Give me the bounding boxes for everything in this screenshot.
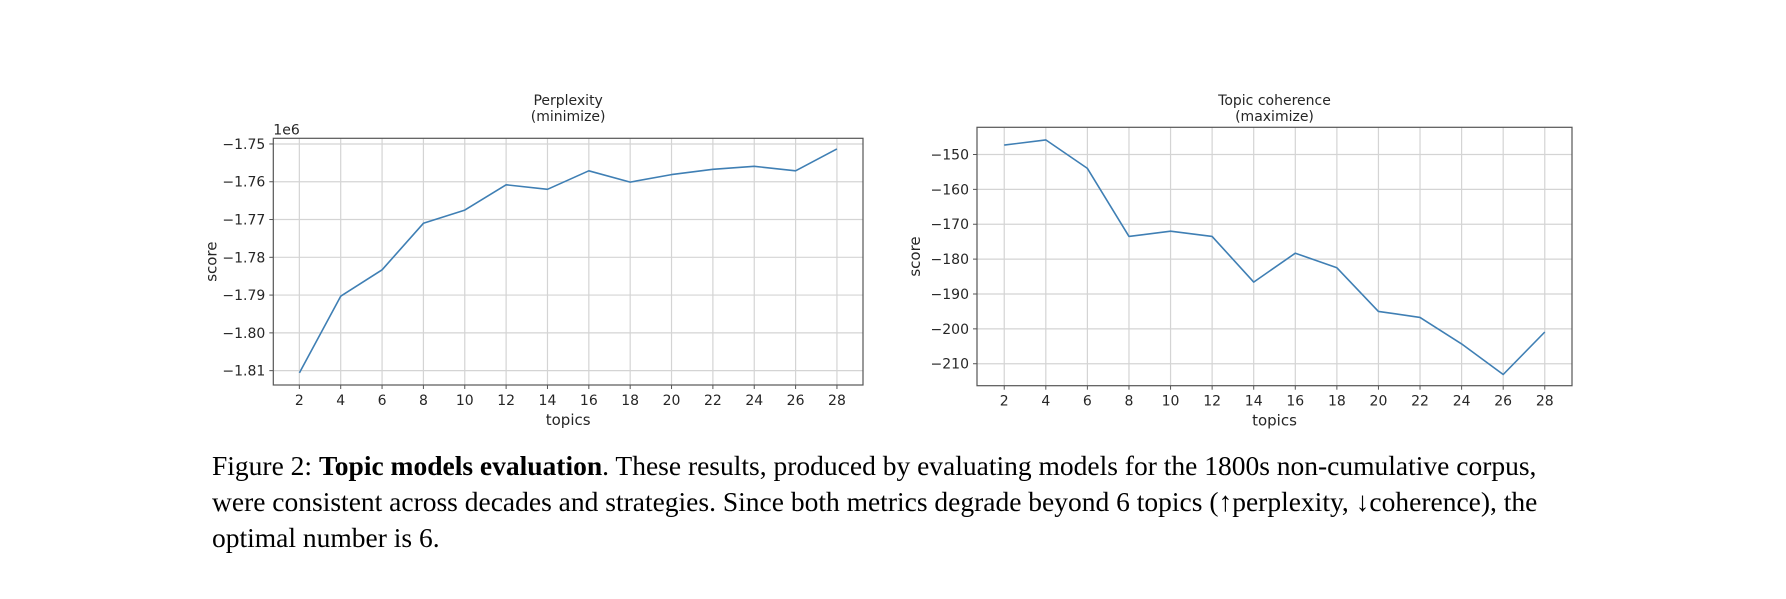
x-tick-label: 10 bbox=[456, 393, 474, 409]
chart-title-line: (maximize) bbox=[1235, 109, 1314, 125]
y-tick-label: −200 bbox=[931, 322, 969, 338]
x-tick-label: 18 bbox=[621, 393, 639, 409]
y-tick-label: −210 bbox=[931, 357, 969, 373]
x-tick-label: 6 bbox=[1083, 394, 1092, 410]
x-tick-label: 20 bbox=[1370, 394, 1388, 410]
y-tick-label: −150 bbox=[931, 148, 969, 164]
y-tick-label: −1.76 bbox=[222, 175, 265, 191]
y-tick-label: −1.79 bbox=[222, 288, 265, 304]
axes-frame bbox=[272, 137, 864, 386]
y-tick-label: −1.81 bbox=[222, 364, 265, 380]
coherence-chart: 2 4 6 8 10 12 14 16 18 20 22 24 26 28−210−200−190−180… bbox=[906, 93, 1573, 430]
x-tick-label: 28 bbox=[828, 393, 846, 409]
y-tick-label: −170 bbox=[931, 217, 969, 233]
chart-title-line: (minimize) bbox=[531, 109, 606, 125]
y-axis-label: score bbox=[202, 241, 220, 281]
y-tick-label: −1.77 bbox=[222, 213, 265, 229]
y-tick-label: −160 bbox=[931, 182, 969, 198]
x-tick-label: 2 bbox=[1000, 394, 1009, 410]
figure: 2 4 6 8 10 12 14 16 18 20 22 24 26 28−1.81−1.80−1.79−… bbox=[202, 93, 1573, 430]
x-tick-label: 4 bbox=[1041, 394, 1050, 410]
x-tick-label: 12 bbox=[1203, 394, 1221, 410]
x-tick-label: 18 bbox=[1328, 394, 1346, 410]
x-tick-label: 20 bbox=[663, 393, 681, 409]
x-tick-label: 24 bbox=[1453, 394, 1471, 410]
chart-title-line: Topic coherence bbox=[1217, 93, 1331, 109]
x-tick-label: 8 bbox=[419, 393, 428, 409]
x-tick-label: 12 bbox=[497, 393, 515, 409]
x-axis-label: topics bbox=[1252, 412, 1297, 430]
x-tick-label: 6 bbox=[378, 393, 387, 409]
series-line-coherence bbox=[1004, 139, 1546, 376]
chart-title-line: Perplexity bbox=[533, 93, 602, 109]
x-tick-label: 4 bbox=[336, 393, 345, 409]
x-axis-label: topics bbox=[546, 411, 591, 429]
series-line-perplexity bbox=[298, 148, 838, 374]
caption-text: . These results, produced by evaluating … bbox=[212, 450, 1538, 553]
y-tick-label: −190 bbox=[931, 287, 969, 303]
x-tick-label: 10 bbox=[1162, 394, 1180, 410]
x-tick-label: 22 bbox=[1411, 394, 1429, 410]
x-tick-label: 8 bbox=[1125, 394, 1134, 410]
x-tick-label: 26 bbox=[787, 393, 805, 409]
y-tick-label: −180 bbox=[931, 252, 969, 268]
caption-label: Figure 2: bbox=[212, 450, 319, 481]
x-tick-label: 28 bbox=[1536, 394, 1554, 410]
y-tick-label: −1.78 bbox=[222, 250, 265, 266]
x-tick-label: 2 bbox=[295, 393, 304, 409]
axes-frame bbox=[976, 126, 1573, 387]
x-tick-label: 16 bbox=[580, 393, 598, 409]
y-offset-label: 1e6 bbox=[273, 122, 300, 138]
x-tick-label: 26 bbox=[1494, 394, 1512, 410]
x-tick-label: 22 bbox=[704, 393, 722, 409]
caption-bold-title: Topic models evaluation bbox=[318, 450, 603, 481]
x-tick-label: 16 bbox=[1286, 394, 1304, 410]
y-tick-label: −1.75 bbox=[222, 137, 265, 153]
x-tick-label: 14 bbox=[539, 393, 557, 409]
y-tick-label: −1.80 bbox=[222, 326, 265, 342]
perplexity-chart: 2 4 6 8 10 12 14 16 18 20 22 24 26 28−1.81−1.80−1.79−… bbox=[202, 93, 864, 429]
x-tick-label: 14 bbox=[1245, 394, 1263, 410]
y-axis-label: score bbox=[906, 236, 924, 276]
figure-caption: Figure 2: Topic models evaluation. These… bbox=[212, 448, 1592, 556]
x-tick-label: 24 bbox=[745, 393, 763, 409]
